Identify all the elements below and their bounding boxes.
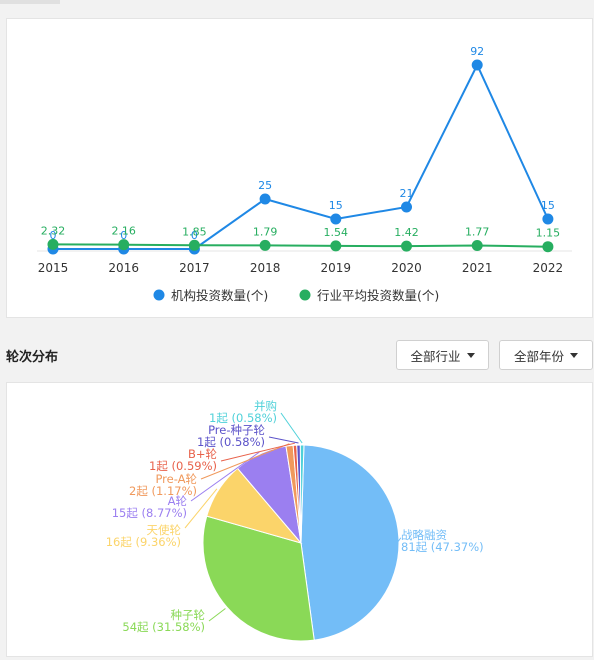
slice-count-label: 1起 (0.58%) bbox=[197, 435, 265, 449]
data-label: 0 bbox=[120, 229, 127, 242]
slice-name-label: 天使轮 bbox=[147, 523, 182, 537]
x-tick-label: 2020 bbox=[391, 261, 422, 275]
x-tick-label: 2017 bbox=[179, 261, 210, 275]
x-tick-label: 2022 bbox=[533, 261, 564, 275]
data-point[interactable] bbox=[259, 193, 271, 205]
caret-down-icon bbox=[570, 352, 578, 358]
investment-trend-card: 2015 2016 2017 2018 2019 2020 2021 2022 0 0 0 25 15 2… bbox=[6, 18, 593, 318]
data-point[interactable] bbox=[330, 213, 342, 225]
data-point[interactable] bbox=[401, 201, 412, 213]
data-label: 2.32 bbox=[41, 224, 66, 237]
data-label: 1.85 bbox=[182, 225, 207, 238]
data-point[interactable] bbox=[542, 213, 554, 225]
slice-name-label: 种子轮 bbox=[171, 608, 206, 622]
legend-label[interactable]: 机构投资数量(个) bbox=[171, 288, 268, 303]
data-label: 0 bbox=[50, 229, 57, 242]
investment-trend-chart: 2015 2016 2017 2018 2019 2020 2021 2022 0 0 0 25 15 2… bbox=[37, 45, 572, 303]
year-filter-dropdown[interactable]: 全部年份 bbox=[499, 340, 593, 370]
year-filter-label: 全部年份 bbox=[513, 348, 564, 364]
data-label: 1.79 bbox=[253, 225, 278, 238]
pie-slice[interactable] bbox=[202, 515, 315, 642]
slice-name-label: 战略融资 bbox=[401, 528, 447, 542]
data-label: 1.77 bbox=[465, 225, 490, 238]
data-label: 1.15 bbox=[536, 227, 561, 240]
data-label: 15 bbox=[329, 199, 343, 212]
data-label: 92 bbox=[470, 45, 484, 58]
series-line bbox=[53, 62, 549, 250]
round-distribution-card: 战略融资 81起 (47.37%) 种子轮 54起 (31.58%) 天使轮 16起 (9… bbox=[6, 382, 593, 657]
label-leader-line bbox=[280, 412, 303, 444]
slice-count-label: 81起 (47.37%) bbox=[401, 540, 484, 554]
data-point[interactable] bbox=[47, 238, 59, 250]
pie-slice[interactable] bbox=[299, 444, 305, 544]
data-point[interactable] bbox=[542, 241, 554, 253]
x-tick-label: 2016 bbox=[108, 261, 139, 275]
slice-count-label: 1起 (0.58%) bbox=[209, 411, 277, 425]
label-leader-line bbox=[208, 608, 226, 622]
label-leader-line bbox=[220, 442, 295, 462]
slice-count-label: 16起 (9.36%) bbox=[106, 535, 181, 549]
data-point[interactable] bbox=[471, 59, 483, 71]
data-point[interactable] bbox=[330, 240, 342, 252]
data-point[interactable] bbox=[471, 239, 483, 251]
pie-slice[interactable] bbox=[300, 444, 400, 641]
legend-marker[interactable] bbox=[153, 289, 165, 301]
data-point[interactable] bbox=[188, 239, 200, 251]
x-tick-label: 2019 bbox=[321, 261, 352, 275]
slice-name-label: A轮 bbox=[168, 494, 188, 508]
top-scroll-indicator bbox=[0, 0, 60, 4]
data-point[interactable] bbox=[118, 239, 130, 251]
data-label: 1.54 bbox=[324, 226, 349, 239]
data-point[interactable] bbox=[259, 239, 271, 251]
data-label: 2.16 bbox=[111, 225, 136, 238]
data-label: 1.42 bbox=[394, 226, 419, 239]
slice-count-label: 1起 (0.59%) bbox=[149, 459, 217, 473]
slice-count-label: 54起 (31.58%) bbox=[122, 620, 205, 634]
slice-name-label: 并购 bbox=[254, 399, 277, 413]
slice-name-label: Pre-A轮 bbox=[155, 472, 197, 486]
data-label: 15 bbox=[541, 199, 555, 212]
x-tick-label: 2021 bbox=[462, 261, 493, 275]
x-tick-label: 2018 bbox=[250, 261, 281, 275]
label-leader-line bbox=[396, 537, 402, 544]
slice-name-label: Pre-种子轮 bbox=[208, 423, 265, 437]
label-leader-line bbox=[268, 436, 299, 444]
section-title: 轮次分布 bbox=[6, 350, 59, 365]
slice-name-label: B+轮 bbox=[188, 447, 218, 461]
series-line bbox=[52, 243, 548, 248]
legend-label[interactable]: 行业平均投资数量(个) bbox=[317, 288, 439, 303]
industry-filter-dropdown[interactable]: 全部行业 bbox=[396, 340, 489, 370]
data-label: 0 bbox=[191, 229, 198, 242]
slice-count-label: 2起 (1.17%) bbox=[129, 484, 197, 498]
data-point[interactable] bbox=[401, 240, 412, 252]
data-label: 21 bbox=[400, 187, 414, 200]
data-label: 25 bbox=[258, 179, 272, 192]
legend-marker[interactable] bbox=[299, 289, 311, 301]
x-tick-label: 2015 bbox=[38, 261, 69, 275]
industry-filter-label: 全部行业 bbox=[410, 348, 461, 364]
caret-down-icon bbox=[466, 352, 475, 358]
label-leader-line bbox=[200, 443, 290, 480]
label-leader-line bbox=[184, 488, 218, 529]
slice-count-label: 15起 (8.77%) bbox=[112, 506, 187, 520]
